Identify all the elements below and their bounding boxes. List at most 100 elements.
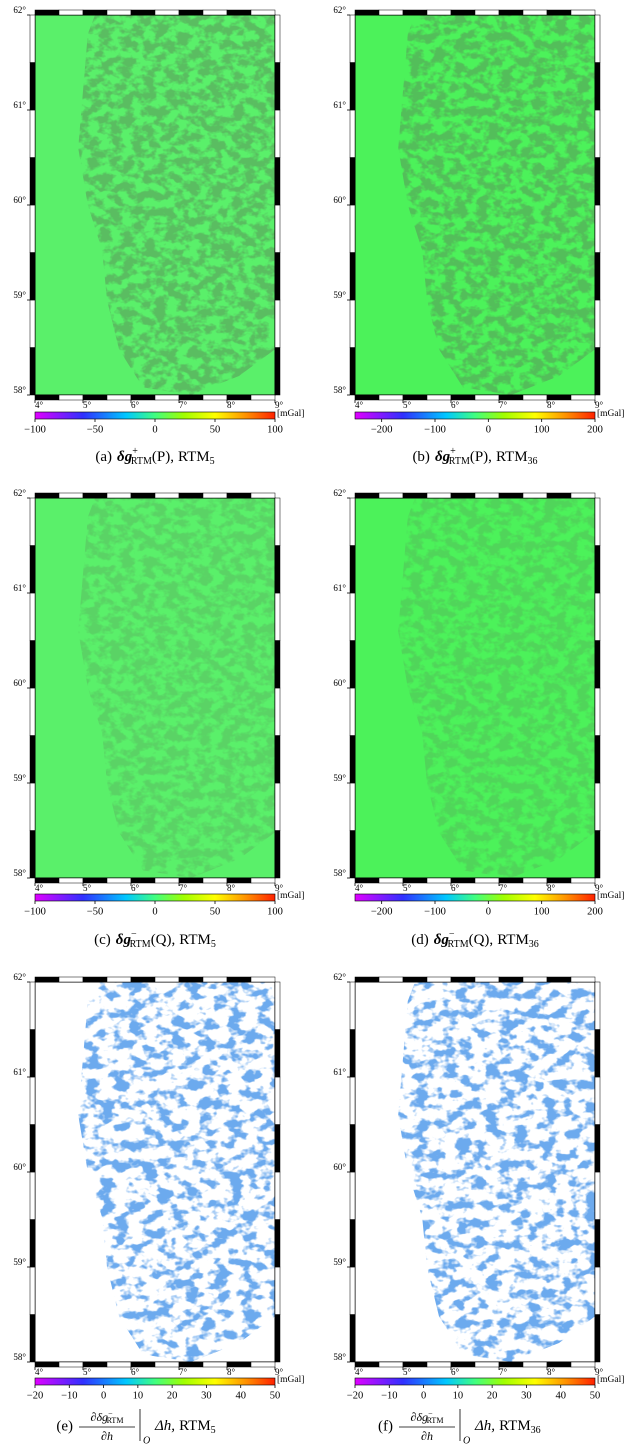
colorbar-unit: [mGal]	[597, 891, 624, 901]
y-tick-label: 60°	[13, 678, 26, 688]
caption-label: (f)	[378, 1418, 393, 1434]
caption-label: (e)	[56, 1418, 73, 1434]
frame-band	[594, 14, 601, 63]
caption-arg: (Q),	[151, 932, 176, 948]
frame-band	[106, 492, 132, 499]
frame-band	[250, 976, 276, 983]
caption: (b) δg+ RTM(P), RTM36	[412, 446, 537, 467]
frame-band	[594, 1076, 601, 1125]
frame-band	[594, 687, 601, 736]
frame-band	[29, 981, 36, 1030]
frame-band	[450, 976, 476, 983]
frame-band	[274, 1076, 281, 1125]
frame-band	[349, 1219, 356, 1268]
y-tick-label: 60°	[13, 1162, 26, 1172]
x-tick-label: 4°	[355, 400, 364, 410]
y-tick-label: 58°	[13, 1352, 26, 1362]
y-tick-label: 59°	[333, 290, 346, 300]
x-tick-label: 7°	[179, 1367, 188, 1377]
frame-band	[349, 347, 356, 396]
frame-band	[29, 299, 36, 348]
frame-band	[570, 394, 596, 401]
frame-band	[349, 592, 356, 641]
frame-band	[594, 1314, 601, 1363]
colorbar-tick-label: 100	[534, 424, 550, 435]
frame-band	[570, 976, 596, 983]
frame-band	[426, 9, 452, 16]
frame-band	[522, 877, 548, 884]
x-tick-label: 8°	[547, 883, 556, 893]
caption-numerator: ∂δg− RTM	[91, 1409, 124, 1425]
frame-band	[250, 1361, 276, 1368]
y-tick-label: 61°	[13, 583, 26, 593]
colorbar-tick-label: 30	[201, 1390, 212, 1401]
frame-band	[226, 492, 252, 499]
caption-model-sub: 36	[528, 456, 538, 467]
frame-band	[274, 735, 281, 784]
frame-band	[29, 1029, 36, 1078]
frame-band	[378, 492, 404, 499]
frame-band	[402, 9, 428, 16]
frame-band	[250, 9, 276, 16]
frame-band	[154, 877, 180, 884]
frame-band	[154, 9, 180, 16]
frame-band	[594, 545, 601, 594]
map-panel: 58°59°60°61°62°4° 5° 6° 7° 8° 9°[mGal]−20 −10 0…	[333, 972, 624, 1446]
caption-model: RTM	[178, 449, 210, 465]
x-tick-label: 6°	[451, 400, 460, 410]
frame-band	[349, 1314, 356, 1363]
frame-band	[29, 14, 36, 63]
frame-band	[349, 545, 356, 594]
colorbar-tick-label: −200	[371, 906, 393, 917]
caption-sup: +	[450, 446, 456, 457]
frame-band	[29, 1171, 36, 1220]
frame-band	[349, 1076, 356, 1125]
frame-band	[58, 492, 84, 499]
frame-band	[274, 157, 281, 206]
frame-band	[106, 394, 132, 401]
colorbar-tick-label: 50	[210, 906, 221, 917]
frame-band	[402, 492, 428, 499]
caption-sub: RTM	[107, 1416, 124, 1425]
frame-band	[250, 492, 276, 499]
frame-band	[594, 252, 601, 301]
caption-rest-text: Δh,	[474, 1418, 495, 1434]
caption-sup: −	[108, 1409, 113, 1418]
caption-symbol: δg	[117, 449, 133, 465]
frame-band	[130, 9, 156, 16]
caption-sub: RTM	[448, 939, 469, 950]
frame-band	[349, 782, 356, 831]
colorbar-unit: [mGal]	[277, 409, 304, 419]
frame-band	[450, 9, 476, 16]
colorbar-tick-label: 40	[555, 1390, 566, 1401]
frame-band	[349, 1029, 356, 1078]
frame-band	[349, 14, 356, 63]
y-tick-label: 62°	[13, 488, 26, 498]
frame-band	[226, 9, 252, 16]
frame-band	[29, 782, 36, 831]
frame-band	[274, 981, 281, 1030]
caption-rest: Δh, RTM5	[154, 1418, 216, 1436]
frame-band	[594, 347, 601, 396]
colorbar-tick-label: 200	[587, 424, 603, 435]
map-panel: 58°59°60°61°62°4° 5° 6° 7° 8° 9°[mGal]−100 −50…	[13, 488, 304, 950]
frame-band	[594, 981, 601, 1030]
frame-band	[274, 1124, 281, 1173]
frame-band	[522, 492, 548, 499]
frame-band	[349, 62, 356, 111]
caption-model-sub: 36	[529, 939, 539, 950]
x-tick-label: 5°	[403, 1367, 412, 1377]
frame-band	[274, 640, 281, 689]
frame-band	[130, 492, 156, 499]
frame-band	[274, 204, 281, 253]
frame-band	[29, 592, 36, 641]
colorbar-tick-label: −20	[347, 1390, 363, 1401]
frame-band	[474, 877, 500, 884]
x-tick-label: 4°	[355, 883, 364, 893]
frame-band	[202, 976, 228, 983]
frame-band	[274, 687, 281, 736]
y-tick-label: 60°	[333, 678, 346, 688]
caption-symbol: δg	[116, 932, 132, 948]
x-tick-label: 7°	[499, 1367, 508, 1377]
frame-band	[29, 1266, 36, 1315]
